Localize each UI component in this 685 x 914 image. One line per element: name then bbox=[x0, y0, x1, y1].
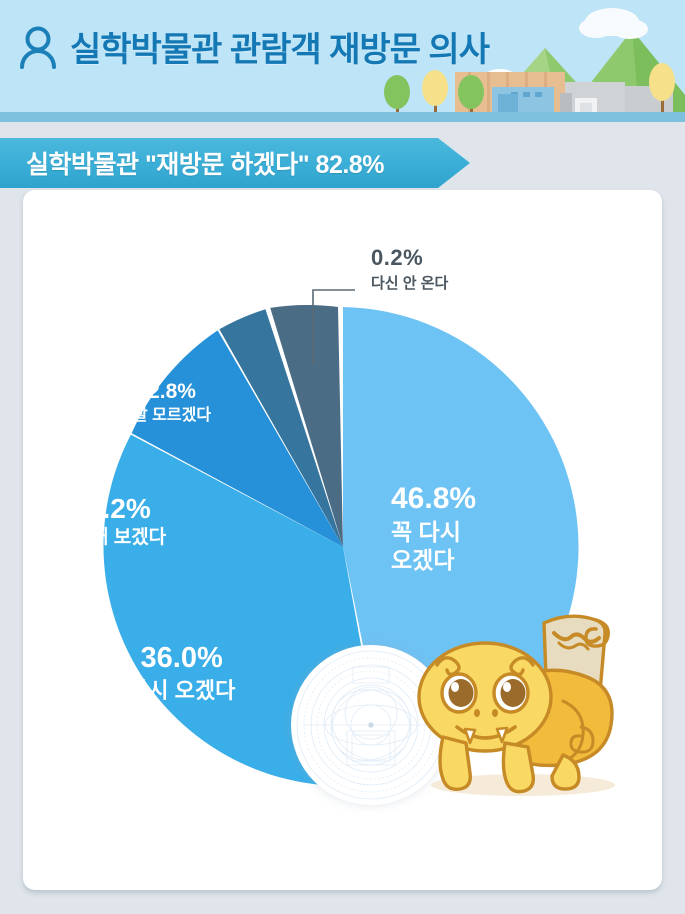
slice-name: 다시 오겠다 bbox=[128, 677, 236, 703]
slice-name-line1: 꼭 다시 bbox=[391, 518, 461, 545]
header-title-group: 실학박물관 관람객 재방문 의사 bbox=[18, 22, 490, 71]
person-icon bbox=[18, 25, 58, 69]
header-landscape-illustration bbox=[0, 0, 685, 122]
pie-slice-4[interactable] bbox=[270, 305, 343, 547]
slice-label-will-consider: 14.2% 생각해 보겠다 bbox=[56, 493, 166, 550]
ribbon-shape bbox=[0, 138, 470, 188]
slice-percent: 36.0% bbox=[140, 642, 223, 674]
slice-percent: 14.2% bbox=[71, 493, 151, 524]
summary-ribbon: 실학박물관 "재방문 하겠다" 82.8% bbox=[0, 138, 470, 188]
slice-percent: 46.8% bbox=[391, 482, 477, 515]
slice-label-will-return: 36.0% 다시 오겠다 bbox=[128, 642, 235, 703]
slice-name: 잘 모르겠다 bbox=[133, 407, 212, 425]
pie-chart: 0.2% 다신 안 온다 2.8% 잘 모르겠다 14.2% 생각해 보겠다 3… bbox=[23, 190, 662, 890]
turtle-mascot bbox=[417, 614, 615, 796]
page-header: 실학박물관 관람객 재방문 의사 bbox=[0, 0, 685, 122]
pie-slice-2[interactable] bbox=[131, 330, 343, 547]
ribbon-label: 실학박물관 "재방문 하겠다" 82.8% bbox=[26, 151, 384, 179]
page-title: 실학박물관 관람객 재방문 의사 bbox=[70, 31, 490, 69]
slice-label-dont-know: 2.8% 잘 모르겠다 bbox=[133, 380, 211, 426]
slice-percent: 0.2% bbox=[371, 245, 424, 270]
slice-name: 생각해 보겠다 bbox=[56, 527, 167, 549]
slice-name: 다신 안 온다 bbox=[371, 274, 449, 292]
slice-name-line2: 오겠다 bbox=[391, 547, 455, 574]
chart-card: 0.2% 다신 안 온다 2.8% 잘 모르겠다 14.2% 생각해 보겠다 3… bbox=[23, 190, 662, 890]
slice-label-definitely-return: 46.8% 꼭 다시 오겠다 bbox=[391, 482, 476, 574]
slice-percent: 2.8% bbox=[148, 380, 196, 403]
callout-leader-line bbox=[312, 289, 355, 365]
donut-center-hole bbox=[291, 645, 451, 805]
slice-label-never-return: 0.2% 다신 안 온다 bbox=[371, 245, 448, 292]
pie-slice-3[interactable] bbox=[219, 309, 343, 547]
